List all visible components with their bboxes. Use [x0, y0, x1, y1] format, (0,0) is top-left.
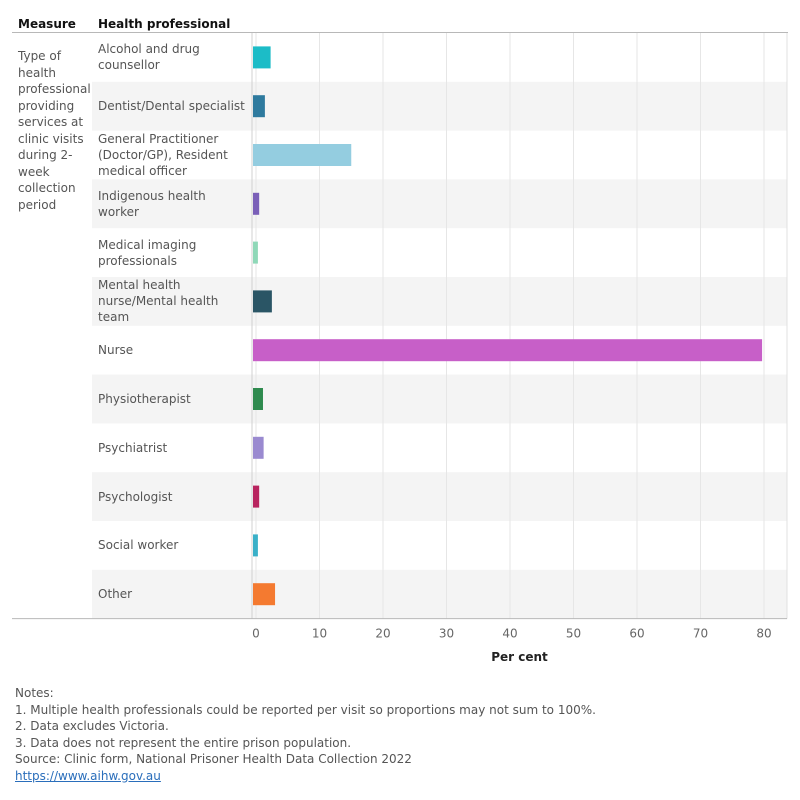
measure-label: Type of health professional providing se…	[18, 49, 91, 212]
bar-11	[253, 534, 258, 557]
category-label: Indigenous health worker	[98, 188, 206, 219]
category-label: Psychiatrist	[98, 440, 168, 455]
category-label: Social worker	[98, 538, 179, 553]
category-label: Psychologist	[98, 489, 173, 504]
notes-heading: Notes:	[15, 686, 54, 700]
bar-1	[253, 46, 271, 69]
x-axis-label: Per cent	[491, 650, 548, 664]
row-band	[92, 569, 787, 619]
row-band	[92, 179, 787, 229]
category-label: Physiotherapist	[98, 391, 191, 406]
category-label: Dentist/Dental specialist	[98, 99, 245, 114]
row-band	[92, 472, 787, 521]
x-tick-label: 30	[439, 627, 454, 641]
category-label: Nurse	[98, 343, 134, 358]
bar-7	[253, 339, 763, 362]
row-band	[92, 81, 787, 131]
bar-3	[253, 144, 352, 166]
bar-9	[253, 436, 264, 459]
header-divider	[12, 32, 788, 33]
note-2: 2. Data excludes Victoria.	[15, 719, 169, 733]
x-tick-label: 10	[312, 627, 327, 641]
category-label: Alcohol and drug counsellor	[98, 42, 200, 73]
bar-8	[253, 388, 263, 410]
x-tick-label: 0	[252, 627, 260, 641]
bar-6	[253, 290, 272, 313]
x-tick-label: 20	[375, 627, 390, 641]
x-tick-label: 50	[566, 627, 581, 641]
x-tick-label: 40	[502, 627, 517, 641]
bar-chart: 0 10 20 30 40 50 60 70 80	[12, 33, 788, 641]
category-label: Mental health nurse/Mental health team	[98, 278, 219, 325]
bar-4	[253, 192, 260, 215]
row-band	[92, 277, 787, 326]
x-tick-label: 70	[693, 627, 708, 641]
bar-2	[253, 95, 265, 118]
note-1: 1. Multiple health professionals could b…	[15, 702, 596, 717]
health-professional-column-header: Health professional	[98, 17, 231, 31]
notes-section: Notes: 1. Multiple health professionals …	[15, 685, 596, 784]
bar-5	[253, 241, 258, 264]
source-note: Source: Clinic form, National Prisoner H…	[15, 752, 412, 766]
category-label: Other	[98, 587, 133, 602]
aihw-link[interactable]: https://www.aihw.gov.au	[15, 768, 161, 783]
bar-12	[253, 583, 276, 606]
bar-10	[253, 485, 260, 508]
x-tick-label: 60	[629, 627, 644, 641]
note-3: 3. Data does not represent the entire pr…	[15, 735, 352, 750]
category-label: Medical imaging professionals	[98, 237, 197, 268]
x-tick-label: 80	[756, 627, 771, 641]
category-label: General Practitioner (Doctor/GP), Reside…	[98, 131, 228, 178]
row-band	[92, 374, 787, 424]
measure-column-header: Measure	[18, 17, 76, 31]
